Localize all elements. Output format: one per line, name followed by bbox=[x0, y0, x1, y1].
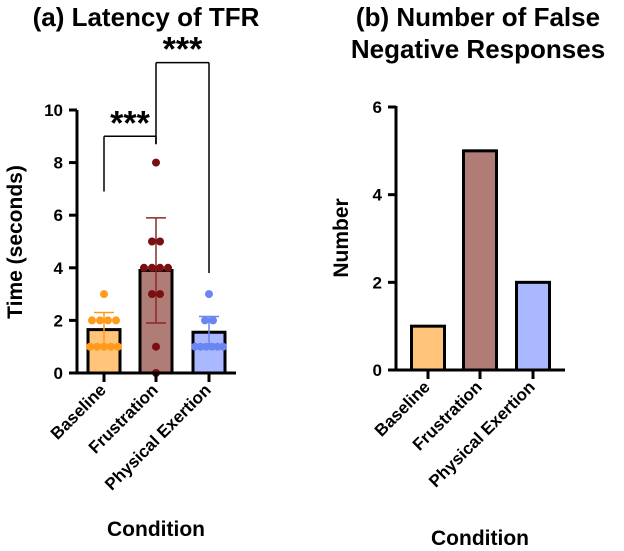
data-point bbox=[100, 290, 108, 299]
panel-a: (a) Latency of TFR Time (seconds) Condit… bbox=[4, 2, 260, 541]
data-point bbox=[156, 237, 164, 246]
y-tick-label: 6 bbox=[373, 98, 382, 117]
y-tick-label: 6 bbox=[54, 206, 63, 225]
data-point bbox=[164, 263, 172, 272]
data-point bbox=[152, 342, 160, 351]
panel-a-significance: *** *** bbox=[103, 31, 210, 274]
data-point bbox=[140, 263, 148, 272]
y-tick-label: 8 bbox=[54, 154, 63, 173]
data-point bbox=[202, 342, 211, 351]
data-point bbox=[156, 290, 164, 299]
y-tick-label: 2 bbox=[373, 273, 382, 292]
y-tick-label: 2 bbox=[54, 311, 63, 330]
data-point bbox=[191, 342, 199, 351]
data-point bbox=[100, 342, 108, 351]
y-tick-label: 4 bbox=[54, 259, 64, 278]
panel-a-ylabel: Time (seconds) bbox=[4, 165, 27, 319]
panel-b-ylabel: Number bbox=[330, 198, 353, 277]
data-point bbox=[112, 316, 120, 325]
data-point bbox=[196, 342, 205, 351]
bar bbox=[462, 149, 498, 372]
data-point bbox=[156, 263, 164, 272]
panel-a-xlabel: Condition bbox=[107, 518, 205, 541]
panel-a-y-ticks: 0 2 4 6 8 10 bbox=[44, 101, 77, 383]
panel-b: (b) Number of False Negative Responses N… bbox=[330, 2, 605, 550]
y-tick-label: 4 bbox=[373, 186, 383, 205]
data-point bbox=[88, 316, 96, 325]
data-point bbox=[209, 316, 217, 325]
panel-b-xlabel: Condition bbox=[431, 527, 529, 550]
y-tick-label: 0 bbox=[54, 364, 63, 383]
data-point bbox=[148, 263, 156, 272]
data-point bbox=[213, 342, 222, 351]
data-point bbox=[148, 237, 156, 246]
data-point bbox=[205, 290, 213, 299]
panel-b-y-ticks: 0 2 4 6 bbox=[373, 98, 396, 380]
data-point bbox=[96, 316, 104, 325]
significance-label: *** bbox=[110, 104, 150, 142]
panel-a-x-ticks bbox=[102, 373, 211, 382]
y-tick-label: 10 bbox=[44, 101, 63, 120]
data-point bbox=[201, 316, 209, 325]
data-point bbox=[219, 342, 227, 351]
panel-b-bars bbox=[410, 149, 551, 372]
panel-b-title-line1: (b) Number of False bbox=[356, 2, 600, 32]
bar bbox=[515, 280, 551, 372]
data-point bbox=[207, 342, 216, 351]
panel-a-points bbox=[86, 158, 227, 377]
data-point bbox=[93, 342, 101, 351]
data-point bbox=[107, 342, 115, 351]
data-point bbox=[86, 342, 94, 351]
significance-label: *** bbox=[163, 31, 203, 69]
data-point bbox=[152, 158, 160, 167]
y-tick-label: 0 bbox=[373, 361, 382, 380]
data-point bbox=[104, 316, 112, 325]
data-point bbox=[114, 342, 122, 351]
bar bbox=[410, 324, 446, 372]
panel-a-title: (a) Latency of TFR bbox=[33, 2, 260, 32]
panel-b-x-ticks bbox=[426, 370, 535, 379]
panel-b-title-line2: Negative Responses bbox=[351, 34, 605, 64]
data-point bbox=[148, 290, 156, 299]
